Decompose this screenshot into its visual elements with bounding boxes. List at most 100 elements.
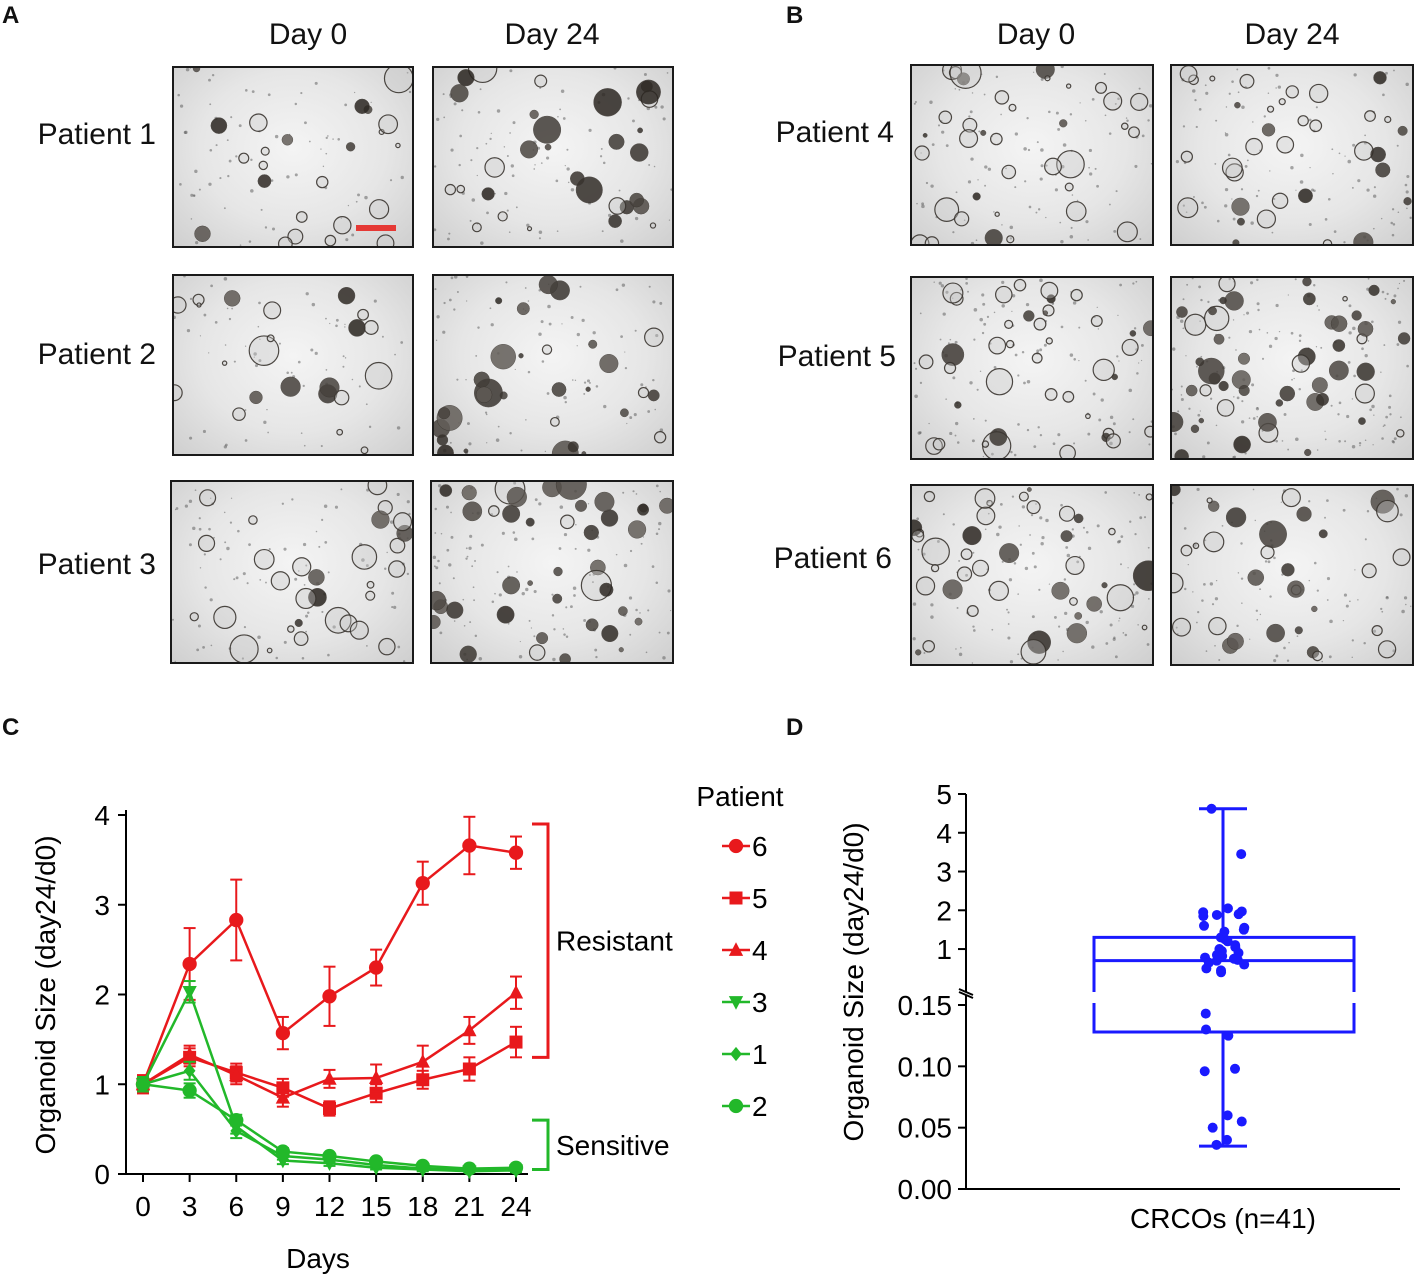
- debris-speck: [1266, 332, 1269, 334]
- debris-speck: [1133, 327, 1137, 330]
- debris-speck: [1384, 297, 1387, 300]
- debris-speck: [434, 532, 437, 534]
- debris-speck: [1267, 66, 1271, 70]
- debris-speck: [406, 572, 410, 576]
- data-point: [462, 1062, 476, 1076]
- debris-speck: [655, 532, 659, 536]
- debris-speck: [1399, 513, 1403, 517]
- debris-speck: [653, 165, 656, 168]
- debris-speck: [208, 182, 212, 186]
- debris-speck: [327, 571, 330, 574]
- debris-speck: [1127, 567, 1129, 569]
- organoid: [446, 601, 464, 619]
- debris-speck: [1389, 413, 1392, 416]
- organoid: [544, 143, 552, 151]
- debris-speck: [453, 102, 457, 106]
- debris-speck: [325, 369, 328, 371]
- debris-speck: [358, 385, 361, 388]
- debris-speck: [602, 161, 606, 165]
- debris-speck: [1191, 278, 1194, 280]
- data-point: [508, 1160, 524, 1175]
- debris-speck: [1143, 516, 1147, 519]
- debris-speck: [917, 548, 920, 551]
- debris-speck: [1148, 104, 1152, 108]
- debris-speck: [498, 593, 502, 597]
- debris-speck: [406, 71, 409, 74]
- data-point: [1239, 959, 1250, 970]
- debris-speck: [477, 326, 480, 329]
- debris-speck: [615, 288, 619, 292]
- debris-speck: [223, 511, 226, 514]
- debris-speck: [1256, 278, 1259, 282]
- debris-speck: [1026, 117, 1029, 120]
- debris-speck: [1295, 437, 1299, 442]
- debris-speck: [342, 365, 345, 368]
- organoid: [1056, 150, 1085, 179]
- debris-speck: [1076, 560, 1080, 564]
- debris-speck: [1224, 204, 1228, 208]
- debris-speck: [936, 540, 940, 543]
- organoid: [1208, 500, 1220, 512]
- debris-speck: [991, 452, 994, 456]
- debris-speck: [1048, 110, 1051, 114]
- debris-speck: [298, 570, 300, 572]
- organoid: [588, 339, 598, 349]
- organoid: [1062, 390, 1075, 403]
- debris-speck: [1138, 87, 1141, 90]
- debris-speck: [533, 168, 536, 170]
- debris-speck: [984, 528, 987, 531]
- panel-a-row-patient1: Patient 1: [37, 118, 156, 151]
- debris-speck: [450, 511, 452, 514]
- debris-speck: [1228, 278, 1231, 281]
- data-point: [1236, 1116, 1247, 1127]
- organoid: [388, 560, 406, 578]
- debris-speck: [394, 353, 396, 356]
- organoid: [585, 618, 599, 632]
- debris-speck: [253, 356, 255, 358]
- debris-speck: [984, 419, 987, 422]
- debris-speck: [1344, 440, 1347, 443]
- debris-speck: [1073, 358, 1076, 361]
- organoid: [1208, 616, 1227, 636]
- panel-a-col-day24: Day 24: [504, 18, 600, 51]
- organoid: [1302, 292, 1316, 306]
- debris-speck: [196, 648, 200, 652]
- debris-speck: [208, 78, 211, 82]
- debris-speck: [242, 572, 246, 576]
- organoid: [1368, 284, 1380, 296]
- debris-speck: [486, 442, 488, 444]
- organoid: [495, 297, 503, 305]
- debris-speck: [583, 381, 587, 384]
- debris-speck: [1060, 503, 1063, 507]
- organoid: [1298, 188, 1313, 204]
- debris-speck: [1406, 175, 1410, 179]
- debris-speck: [527, 300, 530, 302]
- debris-speck: [1084, 379, 1087, 382]
- debris-speck: [1057, 127, 1061, 131]
- debris-speck: [1241, 105, 1245, 109]
- debris-speck: [1070, 226, 1073, 229]
- debris-speck: [956, 441, 960, 444]
- debris-speck: [1386, 292, 1389, 296]
- debris-speck: [389, 520, 394, 524]
- organoid: [989, 428, 1008, 446]
- debris-speck: [210, 497, 212, 499]
- debris-speck: [1271, 231, 1274, 234]
- debris-speck: [1249, 638, 1251, 640]
- organoid: [378, 637, 396, 656]
- debris-speck: [1308, 579, 1311, 582]
- debris-speck: [1192, 89, 1196, 93]
- debris-speck: [588, 128, 592, 132]
- debris-speck: [972, 625, 975, 628]
- debris-speck: [174, 315, 176, 320]
- data-point: [229, 1067, 244, 1082]
- debris-speck: [1264, 560, 1268, 563]
- debris-speck: [355, 200, 358, 203]
- micrograph-p5-day24: [1170, 276, 1414, 460]
- debris-speck: [1104, 114, 1107, 117]
- organoid: [1281, 563, 1295, 577]
- debris-speck: [219, 177, 222, 180]
- debris-speck: [1055, 111, 1059, 115]
- debris-speck: [547, 304, 551, 309]
- debris-speck: [937, 124, 941, 127]
